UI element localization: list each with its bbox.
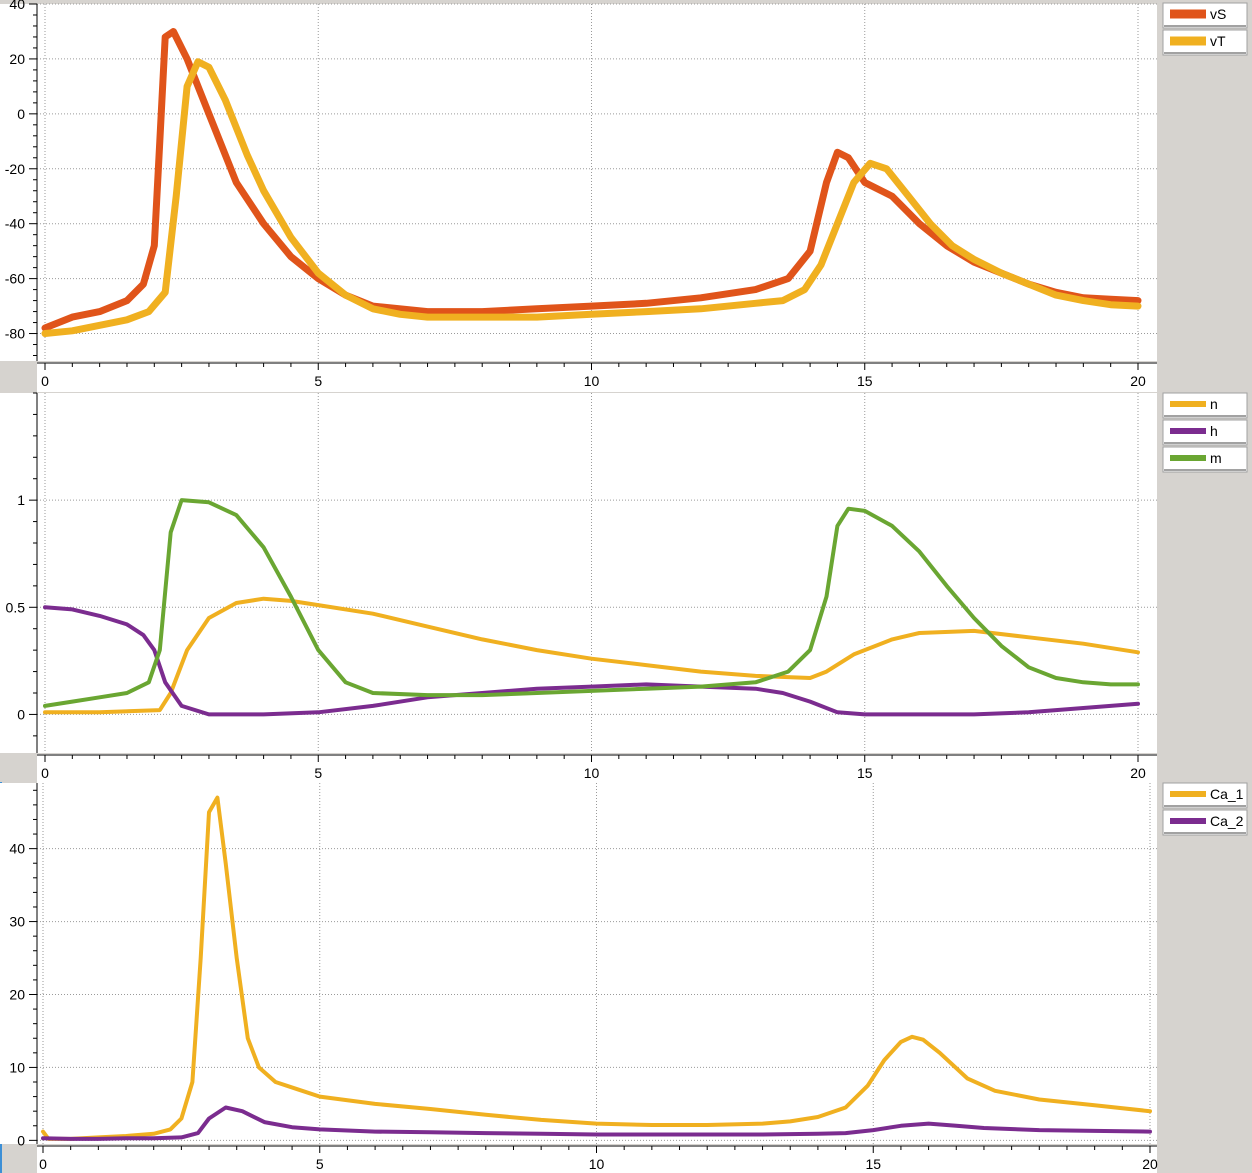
legend-label: Ca_2	[1210, 813, 1244, 829]
y-tick-label: 30	[9, 914, 25, 930]
x-tick-label: 0	[41, 373, 49, 389]
series-line-Ca_1	[41, 795, 1152, 1141]
y-tick-label: 0	[17, 106, 25, 122]
x-tick-label: 10	[584, 373, 600, 389]
legend-label: vS	[1210, 6, 1226, 22]
series-line-n	[43, 596, 1140, 715]
x-tick-label: 5	[314, 765, 322, 781]
x-axis-strip	[37, 362, 1157, 392]
legend-item-h[interactable]: h	[1162, 419, 1248, 446]
x-tick-label: 5	[314, 373, 322, 389]
series-line-vT	[41, 58, 1142, 337]
y-tick-label: 40	[9, 0, 25, 12]
y-tick-label: 0.5	[6, 599, 26, 615]
y-tick-label: 10	[9, 1059, 25, 1075]
legend: vS vT	[1162, 2, 1248, 56]
legend: Ca_1 Ca_2	[1162, 782, 1248, 836]
legend-label: h	[1210, 423, 1218, 439]
x-tick-label: 20	[1142, 1156, 1158, 1172]
series-line-h	[43, 605, 1140, 717]
x-tick-label: 0	[41, 765, 49, 781]
y-tick-label: 20	[9, 51, 25, 67]
y-axis-strip	[0, 393, 37, 753]
y-tick-label: -80	[5, 326, 25, 342]
y-tick-label: 40	[9, 841, 25, 857]
y-tick-label: 1	[17, 492, 25, 508]
y-tick-label: 20	[9, 986, 25, 1002]
x-tick-label: 5	[316, 1156, 324, 1172]
y-tick-label: -60	[5, 271, 25, 287]
x-tick-label: 10	[589, 1156, 605, 1172]
x-tick-label: 20	[1130, 765, 1146, 781]
legend-item-m[interactable]: m	[1162, 446, 1248, 473]
legend-label: vT	[1210, 33, 1226, 49]
y-tick-label: -40	[5, 216, 25, 232]
y-axis-strip	[0, 783, 37, 1144]
x-tick-label: 15	[865, 1156, 881, 1172]
series-line-Ca_2	[41, 1105, 1152, 1141]
y-tick-label: 0	[17, 1132, 25, 1148]
x-tick-label: 15	[857, 373, 873, 389]
legend-item-vT[interactable]: vT	[1162, 29, 1248, 56]
plot-area	[37, 393, 1157, 753]
legend-item-n[interactable]: n	[1162, 392, 1248, 419]
legend-item-Ca_1[interactable]: Ca_1	[1162, 782, 1248, 809]
y-tick-label: 0	[17, 706, 25, 722]
legend-item-Ca_2[interactable]: Ca_2	[1162, 809, 1248, 836]
y-axis-strip	[0, 4, 37, 361]
x-tick-label: 10	[584, 765, 600, 781]
legend-label: Ca_1	[1210, 786, 1244, 802]
chart-panel-3: 0 10 20 30 40 0 5 10 15 20 Ca_1 Ca_2	[0, 782, 1248, 1173]
x-tick-label: 0	[39, 1156, 47, 1172]
legend-label: m	[1210, 450, 1222, 466]
plot-area	[37, 4, 1157, 361]
x-tick-label: 20	[1130, 373, 1146, 389]
y-tick-label: -20	[5, 161, 25, 177]
legend: nhm	[1162, 392, 1248, 473]
series-line-m	[43, 498, 1140, 708]
legend-item-vS[interactable]: vS	[1162, 2, 1248, 29]
chart-panel-1: -80 -60 -40 -20 0 20 40 0 5 10 15 20 vS vT	[0, 0, 1248, 392]
legend-label: n	[1210, 396, 1218, 412]
x-tick-label: 15	[857, 765, 873, 781]
x-axis-strip	[37, 754, 1157, 784]
